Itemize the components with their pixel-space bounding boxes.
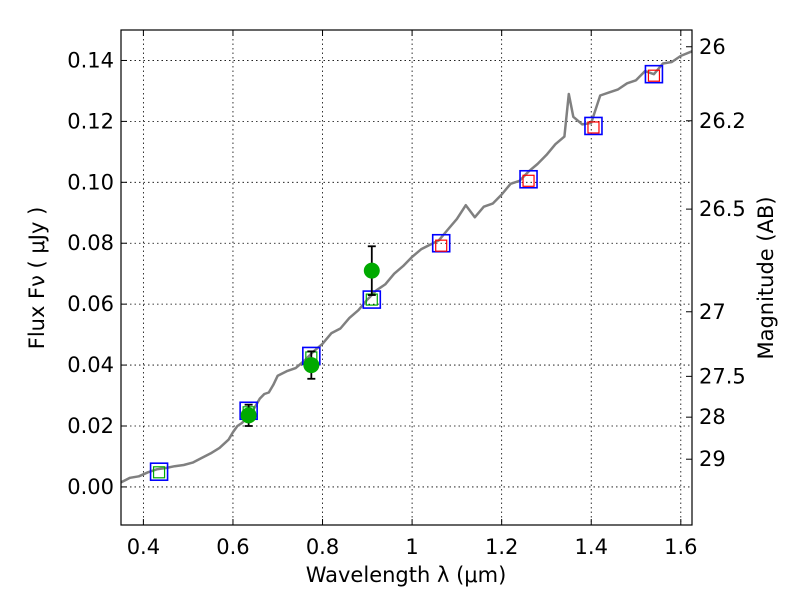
y-axis-label: Flux Fν ( μJy ) — [25, 207, 49, 350]
observed-flux-square — [647, 69, 661, 82]
x-tick-label: 0.6 — [216, 535, 249, 559]
observed-flux-square — [152, 466, 166, 479]
y2-tick-label: 27.5 — [699, 364, 746, 388]
observed-flux-square — [522, 174, 535, 187]
x-tick-label: 1.6 — [664, 535, 697, 559]
y2-tick-label: 29 — [699, 447, 726, 471]
y2-tick-label: 28 — [699, 405, 726, 429]
ticks: 0.4 0.6 0.8 1 1.2 1.4 1.6 0.00 0.02 0.04 0.06 0.08 0… — [67, 30, 746, 559]
photometry-point — [363, 262, 380, 279]
photometry-point — [240, 407, 257, 424]
y-tick-label: 0.08 — [67, 231, 114, 255]
y-tick-label: 0.06 — [67, 292, 114, 316]
y2-tick-label: 27 — [699, 300, 726, 324]
y-tick-label: 0.00 — [67, 475, 114, 499]
y-tick-label: 0.10 — [67, 170, 114, 194]
observed-flux-square — [435, 239, 448, 252]
series-layer — [120, 50, 693, 484]
x-tick-label: 1.2 — [485, 535, 518, 559]
y-tick-label: 0.04 — [67, 353, 114, 377]
x-axis-label: Wavelength λ (μm) — [306, 563, 507, 587]
plot-frame — [120, 29, 693, 526]
y2-axis-label: Magnitude (AB) — [754, 196, 778, 359]
x-tick-label: 0.8 — [306, 535, 339, 559]
y-tick-label: 0.14 — [67, 48, 114, 72]
grid — [121, 30, 692, 525]
model-flux-square — [584, 116, 603, 136]
model-flux-square — [644, 64, 664, 84]
y-tick-label: 0.02 — [67, 414, 114, 438]
y2-tick-label: 26 — [699, 35, 726, 59]
model-flux-square — [519, 169, 538, 189]
x-tick-label: 1.4 — [575, 535, 608, 559]
x-tick-label: 1 — [405, 535, 418, 559]
model-flux-square — [149, 462, 169, 481]
photometry-point — [303, 357, 320, 374]
x-tick-label: 0.4 — [127, 535, 160, 559]
y-tick-label: 0.12 — [67, 109, 114, 133]
y2-tick-label: 26.2 — [699, 109, 746, 133]
y2-tick-label: 26.5 — [699, 197, 746, 221]
observed-flux-square — [587, 121, 600, 134]
